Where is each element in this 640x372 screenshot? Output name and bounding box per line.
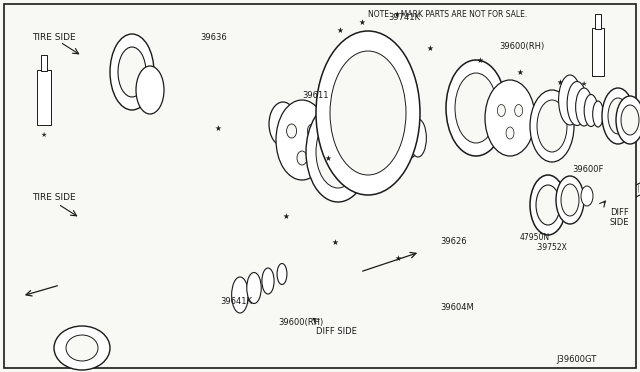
- Text: ★: ★: [395, 253, 401, 263]
- Ellipse shape: [455, 73, 497, 143]
- Bar: [592, 28, 604, 76]
- Ellipse shape: [593, 101, 604, 127]
- Text: ★: ★: [477, 55, 483, 64]
- Bar: [595, 14, 601, 29]
- Text: ★: ★: [358, 17, 365, 26]
- Ellipse shape: [556, 176, 584, 224]
- Text: 39600(RH): 39600(RH): [278, 317, 323, 327]
- Ellipse shape: [247, 273, 261, 304]
- Polygon shape: [55, 18, 635, 178]
- Text: ★: ★: [214, 124, 221, 132]
- Ellipse shape: [536, 185, 560, 225]
- Ellipse shape: [232, 277, 248, 313]
- Ellipse shape: [316, 116, 360, 188]
- Ellipse shape: [608, 98, 628, 134]
- Text: 39741K: 39741K: [388, 13, 420, 22]
- Bar: [41, 55, 47, 71]
- Text: TIRE SIDE: TIRE SIDE: [32, 193, 76, 202]
- Ellipse shape: [410, 119, 426, 157]
- Ellipse shape: [389, 102, 415, 158]
- Text: TIRE SIDE: TIRE SIDE: [32, 33, 76, 42]
- Ellipse shape: [330, 51, 406, 175]
- Polygon shape: [35, 320, 128, 358]
- Ellipse shape: [54, 326, 110, 370]
- Ellipse shape: [269, 102, 297, 146]
- Ellipse shape: [379, 94, 409, 158]
- Ellipse shape: [584, 94, 598, 126]
- Ellipse shape: [277, 263, 287, 285]
- Ellipse shape: [485, 80, 535, 156]
- Text: ★: ★: [557, 77, 563, 87]
- Ellipse shape: [118, 47, 146, 97]
- Ellipse shape: [332, 134, 348, 162]
- Ellipse shape: [616, 96, 640, 144]
- Ellipse shape: [602, 88, 634, 144]
- Ellipse shape: [307, 124, 317, 138]
- Text: DIFF
SIDE: DIFF SIDE: [610, 208, 630, 227]
- Text: 39611: 39611: [302, 92, 328, 100]
- Ellipse shape: [110, 34, 154, 110]
- Text: 39604M: 39604M: [440, 304, 474, 312]
- Text: J39600GT: J39600GT: [556, 356, 596, 365]
- Text: 39600(RH): 39600(RH): [500, 42, 545, 51]
- Ellipse shape: [515, 105, 523, 116]
- Ellipse shape: [581, 186, 593, 206]
- Ellipse shape: [561, 184, 579, 216]
- Text: ★: ★: [283, 212, 289, 221]
- Ellipse shape: [287, 124, 296, 138]
- Text: 39600F: 39600F: [572, 166, 604, 174]
- Ellipse shape: [306, 102, 370, 202]
- Ellipse shape: [336, 140, 344, 156]
- Ellipse shape: [567, 81, 587, 125]
- Bar: [37, 70, 51, 125]
- Ellipse shape: [621, 105, 639, 135]
- Text: NOTE: ★MARK PARTS ARE NOT FOR SALE.: NOTE: ★MARK PARTS ARE NOT FOR SALE.: [368, 10, 527, 19]
- Ellipse shape: [136, 66, 164, 114]
- Ellipse shape: [446, 60, 506, 156]
- Text: ★: ★: [427, 44, 433, 52]
- Ellipse shape: [575, 88, 593, 126]
- Text: ★: ★: [41, 132, 47, 138]
- Text: DIFF SIDE: DIFF SIDE: [316, 327, 357, 337]
- Ellipse shape: [297, 151, 307, 165]
- Ellipse shape: [399, 110, 420, 158]
- Ellipse shape: [262, 268, 274, 294]
- Ellipse shape: [530, 175, 566, 235]
- Ellipse shape: [276, 100, 328, 180]
- Polygon shape: [225, 165, 635, 360]
- Text: ★: ★: [324, 154, 332, 163]
- Text: ★: ★: [516, 67, 524, 77]
- Text: 39641K: 39641K: [220, 298, 252, 307]
- Ellipse shape: [506, 127, 514, 139]
- Ellipse shape: [66, 335, 98, 361]
- Polygon shape: [22, 242, 152, 358]
- Polygon shape: [55, 244, 128, 272]
- Text: ★: ★: [337, 26, 344, 35]
- Ellipse shape: [530, 90, 574, 162]
- Ellipse shape: [369, 86, 403, 158]
- Text: 39636: 39636: [200, 33, 227, 42]
- Text: 39626: 39626: [440, 237, 467, 247]
- Text: 47950N: 47950N: [520, 234, 550, 243]
- Ellipse shape: [537, 100, 567, 152]
- Text: .39752X: .39752X: [535, 244, 567, 253]
- Ellipse shape: [497, 105, 506, 116]
- Ellipse shape: [559, 75, 581, 125]
- Ellipse shape: [358, 78, 398, 158]
- Text: ★: ★: [581, 81, 587, 87]
- Ellipse shape: [316, 31, 420, 195]
- Text: ★: ★: [332, 237, 339, 247]
